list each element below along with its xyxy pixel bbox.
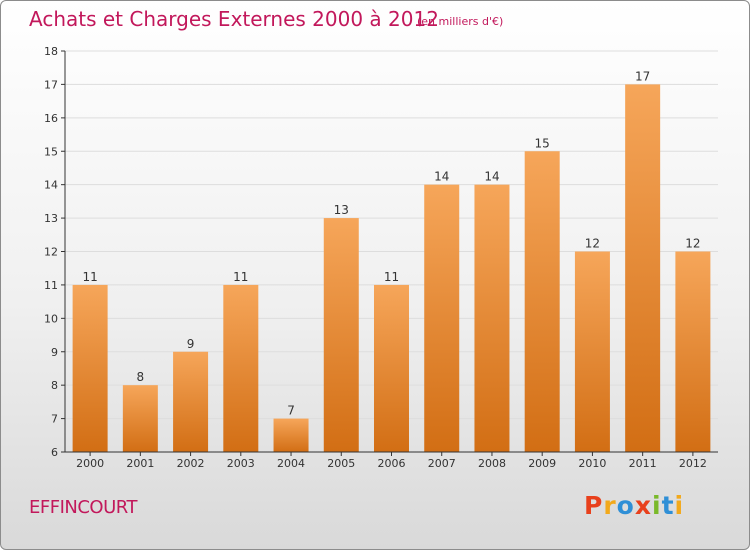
bar bbox=[223, 284, 259, 452]
bar bbox=[72, 284, 108, 452]
bar bbox=[625, 84, 661, 453]
y-tick-label: 6 bbox=[51, 446, 58, 459]
x-tick-label: 2005 bbox=[327, 457, 355, 470]
bar-value-label: 14 bbox=[484, 170, 499, 184]
bar bbox=[574, 251, 610, 452]
x-tick-label: 2011 bbox=[629, 457, 657, 470]
bar-value-label: 11 bbox=[233, 270, 248, 284]
bar-value-label: 12 bbox=[685, 237, 700, 251]
bar-value-label: 11 bbox=[82, 270, 97, 284]
y-tick-label: 9 bbox=[51, 346, 58, 359]
y-tick-label: 13 bbox=[44, 212, 58, 225]
logo-letter: t bbox=[661, 491, 675, 520]
chart-subtitle: (en milliers d'€) bbox=[417, 15, 504, 28]
x-tick-label: 2003 bbox=[227, 457, 255, 470]
bar bbox=[122, 385, 158, 452]
y-tick-label: 18 bbox=[44, 45, 58, 58]
bar bbox=[474, 184, 510, 452]
chart-title: Achats et Charges Externes 2000 à 2012 bbox=[29, 7, 439, 31]
logo-letter: P bbox=[584, 491, 604, 520]
logo-letter: o bbox=[616, 491, 635, 520]
proxiti-logo: Proxiti bbox=[584, 491, 684, 520]
bar bbox=[374, 284, 409, 452]
x-tick-label: 2002 bbox=[177, 457, 205, 470]
bar bbox=[675, 251, 711, 452]
y-tick-label: 15 bbox=[44, 145, 58, 158]
x-tick-label: 2012 bbox=[679, 457, 707, 470]
x-tick-label: 2000 bbox=[76, 457, 104, 470]
bar-value-label: 8 bbox=[137, 370, 145, 384]
logo-letter: i bbox=[652, 491, 662, 520]
bar-value-label: 11 bbox=[384, 270, 399, 284]
x-tick-label: 2010 bbox=[578, 457, 606, 470]
bar-value-label: 17 bbox=[635, 69, 650, 83]
bar-value-label: 13 bbox=[334, 203, 349, 217]
y-tick-label: 8 bbox=[51, 379, 58, 392]
bar bbox=[323, 218, 359, 452]
x-tick-label: 2008 bbox=[478, 457, 506, 470]
y-tick-label: 11 bbox=[44, 279, 58, 292]
bars: 11 8 9 11 7 13 11 14 14 15 12 17 12 bbox=[72, 69, 711, 453]
logo-letter: x bbox=[634, 491, 652, 520]
y-tick-label: 14 bbox=[44, 179, 58, 192]
logo-letter: r bbox=[603, 491, 617, 520]
x-tick-label: 2009 bbox=[528, 457, 556, 470]
bar bbox=[273, 418, 309, 452]
logo-letter: i bbox=[674, 491, 685, 520]
y-tick-label: 12 bbox=[44, 246, 58, 259]
axes: 6 7 8 9 10 11 12 13 14 15 16 17 18 2000 2001 2002 2003 20… bbox=[44, 45, 718, 470]
y-tick-label: 16 bbox=[44, 112, 58, 125]
y-tick-label: 7 bbox=[51, 413, 58, 426]
commune-name: EFFINCOURT bbox=[29, 497, 137, 518]
bar bbox=[173, 351, 209, 452]
bar bbox=[524, 151, 560, 452]
x-tick-label: 2007 bbox=[428, 457, 456, 470]
x-tick-label: 2001 bbox=[126, 457, 154, 470]
x-tick-label: 2006 bbox=[378, 457, 406, 470]
x-tick-label: 2004 bbox=[277, 457, 305, 470]
bar-value-label: 12 bbox=[585, 237, 600, 251]
y-tick-label: 17 bbox=[44, 78, 58, 91]
bar bbox=[424, 184, 460, 452]
y-tick-label: 10 bbox=[44, 312, 58, 325]
bar-value-label: 14 bbox=[434, 170, 449, 184]
bar-value-label: 15 bbox=[535, 136, 550, 150]
bar-value-label: 7 bbox=[287, 404, 295, 418]
bar-value-label: 9 bbox=[187, 337, 195, 351]
